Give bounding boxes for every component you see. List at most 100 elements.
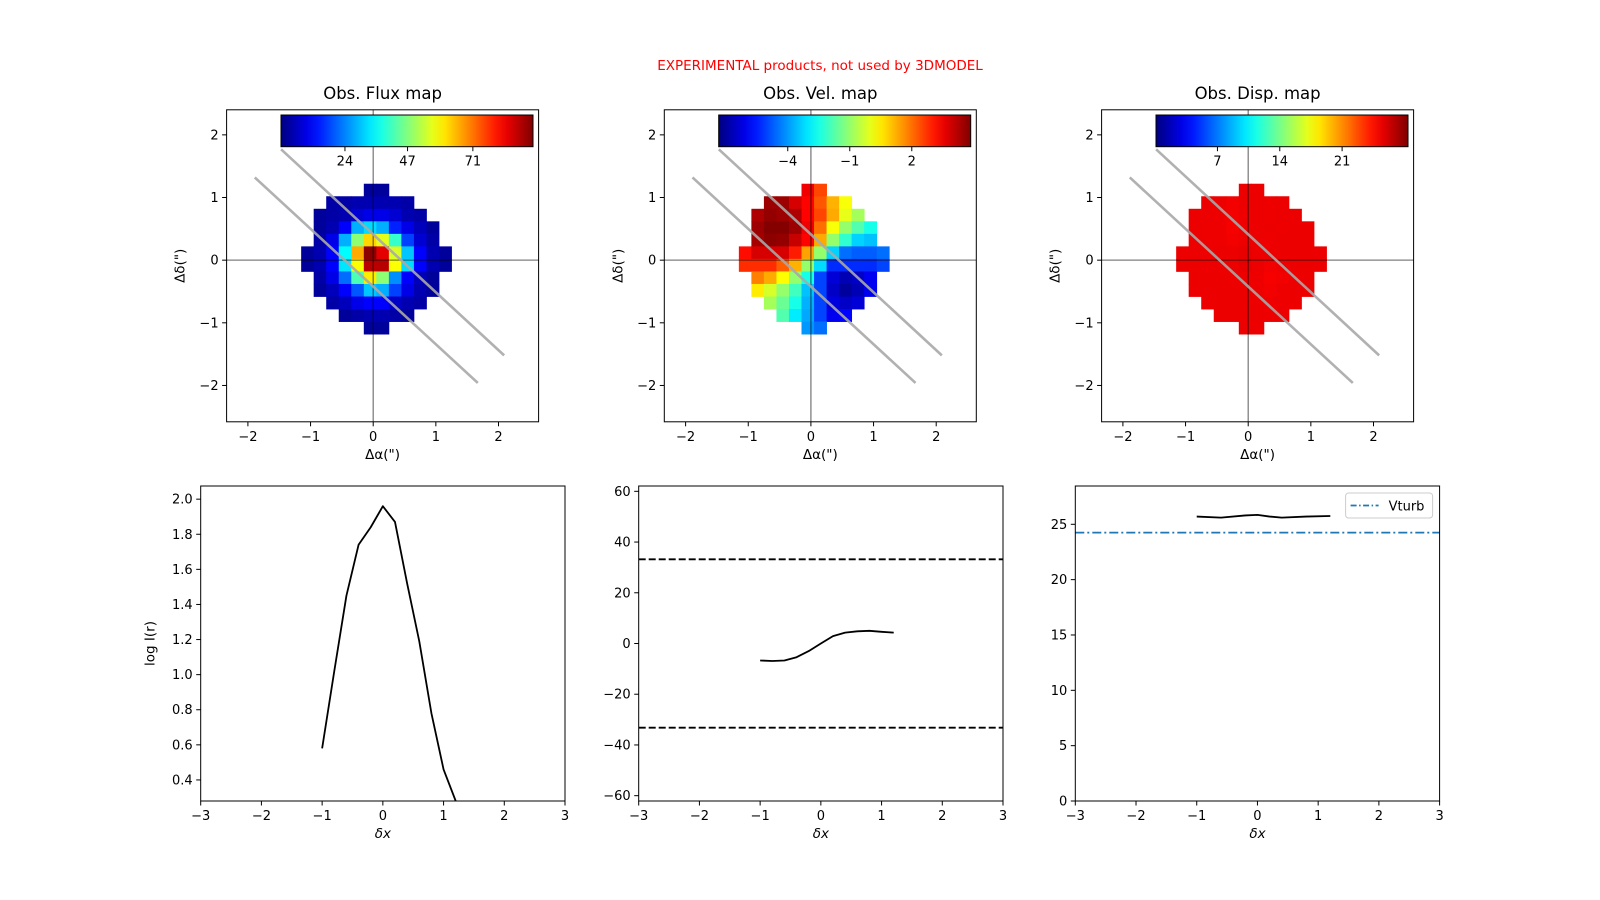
heatmap-cell [438,246,452,260]
heatmap-cell [788,309,802,322]
heatmap-cell [363,283,377,297]
slit-line [1128,176,1354,384]
heatmap-cell [763,271,777,285]
x-tick-label: −2 [1113,430,1132,445]
heatmap-cell [1263,296,1277,310]
heatmap-cell [376,196,390,210]
heatmap-cell [1226,296,1240,310]
heatmap-cell [388,196,402,210]
heatmap-cell [1251,258,1265,272]
heatmap-cell [401,208,415,222]
axes-frame [663,109,977,423]
x-tick-label: 0 [817,809,825,824]
heatmap-cell [401,246,415,260]
heatmap-cell [313,246,327,260]
x-axis-label: Δα(") [1240,447,1275,463]
heatmap-cell [1288,221,1302,235]
x-tick-label: 2 [494,430,502,445]
heatmap-cell [413,208,427,222]
colorbar-tick-label: 14 [1272,155,1289,170]
axes-frame [226,109,540,423]
plot-area [664,109,977,422]
heatmap-cell [864,221,878,235]
heatmap-cell [1263,196,1277,210]
heatmap-cell [413,296,427,310]
heatmap-cell [313,258,327,272]
heatmap-cell [326,246,340,260]
heatmap-cell [814,196,827,210]
heatmap-cell [1238,246,1252,260]
panel-disp: 7 14 21 −2 −1 0 1 2 −2 −1 0 1 2 Obs. Disp. map Δα(") Δδ… [1048,84,1415,463]
heatmap-cell [1263,258,1277,272]
x-tick-label: −3 [629,809,648,824]
heatmap-cell [776,296,790,310]
heatmap-cell [1238,258,1252,272]
heatmap-cell [376,258,390,272]
heatmap-cell [438,258,452,272]
heatmap-cell [751,271,765,285]
y-tick-label: 0 [1085,254,1093,269]
heatmap-cell [751,221,765,235]
heatmap-cell [801,283,815,297]
x-axis-label: δx [813,826,830,842]
heatmap-cell [763,233,777,247]
heatmap-cell [776,309,790,322]
y-axis-label: Δδ(") [173,249,189,283]
heatmap-cell [313,221,327,235]
heatmap-cell [1201,258,1215,272]
slit-line [691,176,917,384]
heatmap-cell [1263,271,1277,285]
heatmap-cell [351,309,365,322]
heatmap-cell [751,258,765,272]
heatmap-cell [801,183,815,197]
series-line-velocity [760,629,894,662]
heatmap-cell [1251,208,1265,222]
y-tick-label: 1 [648,191,656,206]
panel-velcurve: −3 −2 −1 0 1 2 3 −60 −40 −20 0 20 40 60 δx [603,485,1007,842]
heatmap-cell [401,296,415,310]
x-axis-label: δx [375,826,392,842]
heatmap-cell [814,309,827,322]
y-tick-label: 25 [1051,518,1068,533]
x-tick-label: 2 [932,430,940,445]
slit-line [717,148,943,357]
x-tick-label: −2 [252,809,271,824]
heatmap-cell [426,221,440,235]
heatmap-cell [1276,283,1290,297]
y-tick-label: 15 [1051,628,1068,643]
x-tick-label: −3 [1066,809,1085,824]
heatmap-cell [776,283,790,297]
colorbar-tick-label: 71 [465,155,482,170]
heatmap-cell [1226,246,1240,260]
heatmap-cell [1188,258,1202,272]
heatmap-cell [1288,283,1302,297]
heatmap-cell [1238,309,1252,322]
colorbar [280,114,534,148]
panel-profile: −3 −2 −1 0 1 2 3 0.4 0.6 0.8 1.0 1.2 1.4 1.6 1.8 2.0 δx l… [143,485,569,842]
panel-title: Obs. Vel. map [763,84,877,103]
heatmap-cell [1301,246,1315,260]
slit-line [1155,148,1381,357]
heatmap-cell [1301,258,1315,272]
plot-area [1075,513,1440,534]
x-tick-label: 0 [807,430,815,445]
heatmap-cell [864,271,878,285]
colorbar-tick-label: −4 [778,155,797,170]
heatmap-cell [1238,283,1252,297]
heatmap-cell [1201,283,1215,297]
heatmap-cell [363,321,377,335]
heatmap-cell [326,296,340,310]
heatmap-cell [814,233,827,247]
heatmap-cell [763,208,777,222]
heatmap-cell [1201,246,1215,260]
heatmap-cell [776,233,790,247]
y-tick-label: 0.6 [172,738,193,753]
y-tick-label: 5 [1059,739,1067,754]
heatmap-cell [826,271,840,285]
x-tick-label: 2 [1375,809,1383,824]
x-tick-label: 3 [1435,809,1443,824]
heatmap-cell [801,296,815,310]
heatmap-cell [363,208,377,222]
x-tick-label: 1 [869,430,877,445]
y-tick-label: 20 [1051,573,1068,588]
